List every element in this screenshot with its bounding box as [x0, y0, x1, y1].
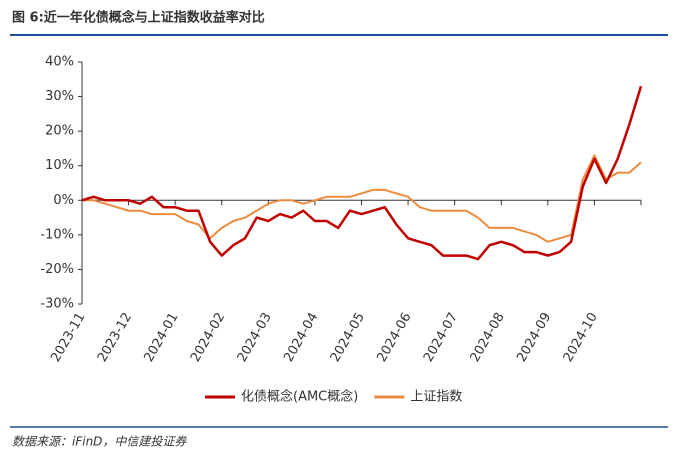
- x-tick-label: 2024-01: [142, 310, 182, 365]
- y-tick-label: -10%: [40, 227, 74, 242]
- x-tick-label: 2023-11: [48, 310, 88, 365]
- x-tick-label: 2024-09: [514, 310, 554, 365]
- x-tick-label: 2024-03: [235, 310, 275, 365]
- x-tick-label: 2024-10: [561, 310, 601, 365]
- x-tick-label: 2023-12: [95, 310, 135, 365]
- y-tick-label: 0%: [53, 193, 74, 208]
- x-tick-label: 2024-02: [188, 310, 228, 365]
- y-tick-label: 20%: [45, 124, 74, 139]
- y-tick-label: 10%: [45, 158, 74, 173]
- source: 数据来源：iFinD，中信建投证券: [12, 435, 187, 449]
- x-tick-label: 2024-08: [468, 310, 508, 365]
- y-tick-label: 40%: [45, 55, 74, 70]
- chart-title: 图 6:近一年化债概念与上证指数收益率对比: [12, 10, 265, 26]
- x-tick-label: 2024-05: [328, 310, 368, 365]
- series-line: [81, 85, 643, 261]
- legend-label: 上证指数: [410, 390, 462, 405]
- y-tick-label: 30%: [45, 89, 74, 104]
- x-tick-label: 2024-06: [374, 310, 414, 365]
- x-tick-label: 2024-07: [421, 310, 461, 365]
- series-line: [82, 154, 642, 243]
- x-tick-label: 2024-04: [281, 310, 321, 365]
- legend-label: 化债概念(AMC概念): [241, 389, 358, 405]
- y-tick-label: -30%: [40, 297, 74, 312]
- y-tick-label: -20%: [40, 262, 74, 277]
